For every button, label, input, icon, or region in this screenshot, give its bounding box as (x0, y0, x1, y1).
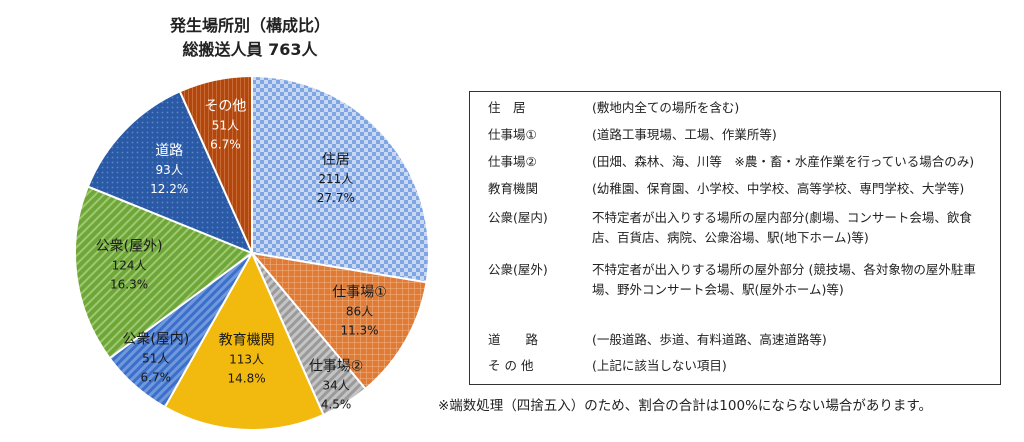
legend-desc: (幼稚園、保育園、小学校、中学校、高等学校、専門学校、大学等) (592, 181, 965, 196)
slice-label-percent: 16.3% (110, 278, 148, 292)
legend-row-kyouiku: 教育機関 (幼稚園、保育園、小学校、中学校、高等学校、専門学校、大学等) (470, 179, 1002, 201)
chart-title: 発生場所別（構成比） 総搬送人員 763人 (150, 14, 350, 62)
legend-row-sonota: そ の 他 (上記に該当しない項目) (470, 356, 1002, 378)
slice-label-count: 93人 (156, 163, 183, 177)
slice-label-name: 道路 (155, 143, 183, 159)
slice-label-name: 公衆(屋外) (96, 239, 163, 255)
slice-label-name: 公衆(屋内) (122, 332, 189, 348)
chart-subtitle: 総搬送人員 763人 (182, 40, 318, 59)
slice-label-percent: 6.7% (141, 371, 172, 385)
slice-label-count: 124人 (112, 259, 147, 273)
pie-slice-douro (86, 90, 254, 255)
legend-row-koushuu-okugai: 公衆(屋外) 不特定者が出入りする場所の屋外部分 (競技場、各対象物の屋外駐車場… (470, 260, 1002, 322)
slice-label-count: 113人 (229, 353, 264, 367)
legend-row-juukyo: 住 居 (敷地内全ての場所を含む) (470, 98, 1002, 120)
legend-name: 住 居 (488, 100, 526, 115)
legend-name: そ の 他 (488, 358, 534, 373)
slice-label-count: 211人 (318, 172, 353, 186)
slice-label-percent: 11.3% (340, 324, 378, 338)
chart-title-line: 発生場所別（構成比） (169, 16, 330, 35)
legend-desc: 不特定者が出入りする場所の屋外部分 (競技場、各対象物の屋外駐車場、野外コンサー… (592, 262, 976, 297)
legend-name: 道 路 (488, 332, 539, 347)
slice-label-percent: 27.7% (317, 191, 355, 205)
legend-desc: (敷地内全ての場所を含む) (592, 100, 740, 115)
pie-slice-sonota (178, 74, 253, 254)
footnote: ※端数処理（四捨五入）のため、割合の合計は100%にならない場合があります。 (438, 398, 933, 414)
slice-label-name: 仕事場① (332, 285, 387, 301)
legend-row-douro: 道 路 (一般道路、歩道、有料道路、高速道路等) (470, 330, 1002, 352)
slice-label-percent: 14.8% (228, 372, 266, 386)
legend-name: 教育機関 (488, 181, 539, 196)
pie-slice-juukyo (251, 74, 430, 284)
pie-slice-kyouiku (163, 250, 325, 431)
slice-label-name: 住居 (322, 152, 350, 168)
legend-row-shigotoba1: 仕事場① (道路工事現場、工場、作業所等) (470, 125, 1002, 147)
legend-row-koushuu-okunai: 公衆(屋内) 不特定者が出入りする場所の屋内部分(劇場、コンサート会場、飲食店、… (470, 208, 1002, 252)
slice-label-count: 51人 (142, 352, 169, 366)
legend-name: 公衆(屋外) (488, 262, 548, 277)
legend-box: 住 居 (敷地内全ての場所を含む) 仕事場① (道路工事現場、工場、作業所等) … (469, 91, 1001, 385)
slice-label-percent: 6.7% (210, 137, 241, 151)
legend-name: 公衆(屋内) (488, 210, 548, 225)
legend-desc: (道路工事現場、工場、作業所等) (592, 127, 777, 142)
slice-label-name: 教育機関 (219, 333, 275, 349)
slice-label-count: 34人 (322, 378, 349, 392)
legend-row-shigotoba2: 仕事場② (田畑、森林、海、川等 ※農・畜・水産作業を行っている場合のみ) (470, 152, 1002, 174)
legend-desc: 不特定者が出入りする場所の屋内部分(劇場、コンサート会場、飲食店、百貨店、病院、… (592, 210, 972, 245)
slice-label-count: 51人 (212, 118, 239, 132)
slice-label-count: 86人 (346, 305, 373, 319)
slice-label-percent: 4.5% (321, 397, 352, 411)
legend-desc: (上記に該当しない項目) (592, 358, 727, 373)
legend-desc: (一般道路、歩道、有料道路、高速道路等) (592, 332, 827, 347)
legend-name: 仕事場① (488, 127, 537, 142)
legend-name: 仕事場② (488, 154, 537, 169)
pie-slice-koushuu-okugai (74, 185, 255, 360)
slice-label-name: 仕事場② (309, 358, 364, 374)
pie-slice-shigotoba1 (249, 251, 428, 391)
slice-label-name: その他 (204, 98, 246, 114)
slice-label-percent: 12.2% (150, 182, 188, 196)
legend-desc: (田畑、森林、海、川等 ※農・畜・水産作業を行っている場合のみ) (592, 154, 975, 169)
pie-chart: 住居 211人 27.7% 仕事場① 86人 11.3% 仕事場② 34人 4.5% 教育機関 11… (74, 74, 430, 431)
